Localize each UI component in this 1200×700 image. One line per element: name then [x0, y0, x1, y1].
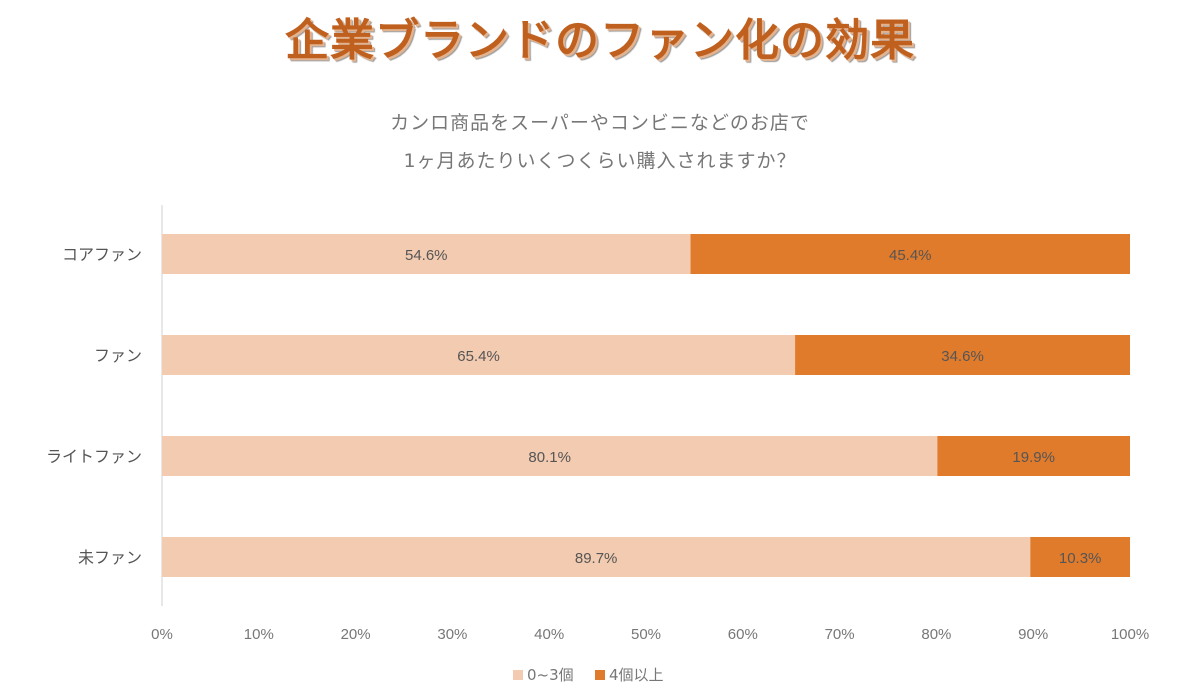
- x-tick-label: 50%: [631, 626, 661, 643]
- legend-label: 4個以上: [609, 666, 664, 684]
- data-label: 54.6%: [405, 247, 448, 264]
- x-tick-label: 90%: [1018, 626, 1048, 643]
- legend-swatch: [513, 670, 523, 680]
- chart-title-line-2: 1ヶ月あたりいくつくらい購入されますか？: [403, 150, 797, 172]
- bar-segment: [162, 436, 938, 476]
- bar-segment: [1030, 537, 1130, 577]
- data-label: 65.4%: [457, 348, 500, 365]
- bar-segment: [162, 234, 691, 274]
- category-label: ライトファン: [46, 447, 142, 466]
- x-tick-label: 80%: [921, 626, 951, 643]
- bar-segment: [162, 537, 1031, 577]
- x-tick-label: 70%: [825, 626, 855, 643]
- x-tick-label: 10%: [244, 626, 274, 643]
- x-tick-label: 20%: [341, 626, 371, 643]
- bar-segment: [690, 234, 1130, 274]
- bar-segment: [795, 335, 1130, 375]
- data-label: 19.9%: [1012, 449, 1055, 466]
- x-tick-label: 60%: [728, 626, 758, 643]
- category-label: コアファン: [62, 245, 142, 264]
- data-label: 80.1%: [528, 449, 571, 466]
- legend-swatch: [595, 670, 605, 680]
- x-tick-label: 30%: [437, 626, 467, 643]
- data-label: 89.7%: [575, 550, 618, 567]
- legend-label: 0~3個: [527, 666, 574, 684]
- x-tick-label: 0%: [151, 626, 173, 643]
- bar-segment: [162, 335, 796, 375]
- data-label: 10.3%: [1059, 550, 1102, 567]
- bar-segment: [937, 436, 1130, 476]
- data-label: 34.6%: [941, 348, 984, 365]
- category-label: ファン: [94, 346, 142, 365]
- page-title: 企業ブランドのファン化の効果: [285, 15, 915, 66]
- data-label: 45.4%: [889, 247, 932, 264]
- category-label: 未ファン: [78, 548, 142, 567]
- x-tick-label: 40%: [534, 626, 564, 643]
- x-tick-label: 100%: [1111, 626, 1149, 643]
- chart-title-line-1: カンロ商品をスーパーやコンビニなどのお店で: [390, 112, 810, 134]
